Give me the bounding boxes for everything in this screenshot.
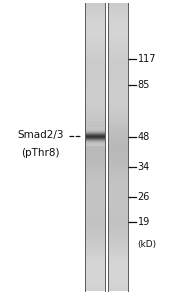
Text: 117: 117 xyxy=(138,53,156,64)
Text: 19: 19 xyxy=(138,217,150,227)
Text: (kD): (kD) xyxy=(138,240,157,249)
Text: 26: 26 xyxy=(138,191,150,202)
Text: 48: 48 xyxy=(138,131,150,142)
Text: (pThr8): (pThr8) xyxy=(22,148,60,158)
Text: 34: 34 xyxy=(138,161,150,172)
Text: Smad2/3: Smad2/3 xyxy=(18,130,64,140)
Text: 85: 85 xyxy=(138,80,150,91)
